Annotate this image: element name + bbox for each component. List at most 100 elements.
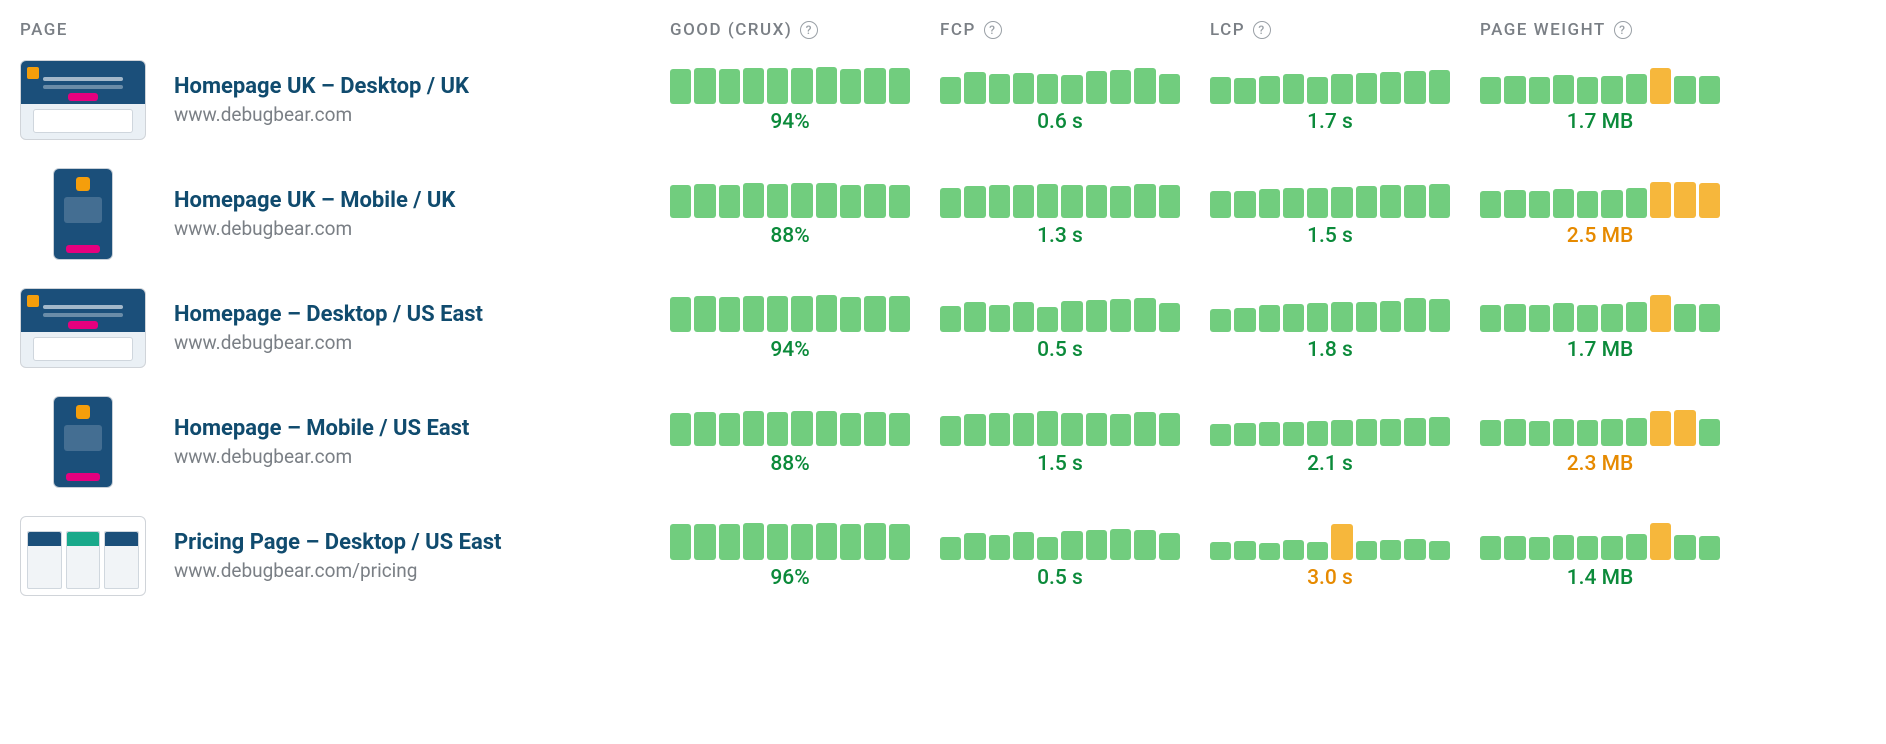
metric-cell[interactable]: 2.1 s [1210, 408, 1450, 476]
table-row: Pricing Page – Desktop / US East www.deb… [20, 516, 1866, 596]
spark-bar [1577, 191, 1598, 218]
sparkline [940, 180, 1180, 218]
page-cell[interactable]: Homepage UK – Desktop / UK www.debugbear… [20, 60, 640, 140]
spark-bar [1159, 185, 1180, 218]
spark-bar [743, 68, 764, 104]
spark-bar [1234, 191, 1255, 218]
spark-bar [816, 295, 837, 332]
sparkline [940, 66, 1180, 104]
metric-cell[interactable]: 1.7 MB [1480, 294, 1720, 362]
page-title[interactable]: Homepage – Mobile / US East [174, 416, 469, 441]
spark-bar [1307, 542, 1328, 560]
spark-bar [1480, 420, 1501, 446]
page-title[interactable]: Homepage – Desktop / US East [174, 302, 483, 327]
metric-cell[interactable]: 94% [670, 66, 910, 134]
page-cell[interactable]: Pricing Page – Desktop / US East www.deb… [20, 516, 640, 596]
metric-value: 94% [770, 110, 809, 134]
page-cell[interactable]: Homepage – Mobile / US East www.debugbea… [20, 402, 640, 482]
spark-bar [670, 69, 691, 104]
metric-cell[interactable]: 1.8 s [1210, 294, 1450, 362]
spark-bar [1210, 191, 1231, 218]
metric-cell[interactable]: 1.3 s [940, 180, 1180, 248]
spark-bar [1480, 305, 1501, 332]
page-thumbnail[interactable] [20, 174, 146, 254]
metric-value: 1.4 MB [1567, 566, 1634, 590]
help-icon[interactable]: ? [1614, 21, 1632, 39]
spark-bar [1134, 530, 1155, 560]
spark-bar [889, 185, 910, 218]
spark-bar [1159, 303, 1180, 332]
page-thumbnail[interactable] [20, 516, 146, 596]
spark-bar [1283, 188, 1304, 218]
spark-bar [694, 296, 715, 332]
spark-bar [1650, 182, 1671, 218]
page-thumbnail[interactable] [20, 288, 146, 368]
metric-cell[interactable]: 88% [670, 408, 910, 476]
page-title[interactable]: Pricing Page – Desktop / US East [174, 530, 502, 555]
sparkline [1480, 294, 1720, 332]
spark-bar [1134, 298, 1155, 332]
metric-cell[interactable]: 3.0 s [1210, 522, 1450, 590]
spark-bar [964, 186, 985, 218]
metric-cell[interactable]: 0.6 s [940, 66, 1180, 134]
spark-bar [1037, 537, 1058, 560]
spark-bar [1650, 411, 1671, 446]
spark-bar [767, 524, 788, 560]
metric-cell[interactable]: 96% [670, 522, 910, 590]
metric-cell[interactable]: 88% [670, 180, 910, 248]
spark-bar [1529, 191, 1550, 218]
spark-bar [791, 411, 812, 446]
spark-bar [1061, 301, 1082, 332]
spark-bar [1210, 542, 1231, 560]
metric-cell[interactable]: 2.3 MB [1480, 408, 1720, 476]
spark-bar [1331, 302, 1352, 332]
metric-cell[interactable]: 1.5 s [1210, 180, 1450, 248]
spark-bar [1331, 187, 1352, 218]
sparkline [1480, 522, 1720, 560]
spark-bar [1061, 531, 1082, 560]
page-url: www.debugbear.com [174, 217, 455, 240]
spark-bar [964, 533, 985, 560]
spark-bar [1529, 77, 1550, 104]
spark-bar [1086, 413, 1107, 446]
help-icon[interactable]: ? [800, 21, 818, 39]
spark-bar [1553, 75, 1574, 104]
spark-bar [1553, 189, 1574, 218]
page-cell[interactable]: Homepage – Desktop / US East www.debugbe… [20, 288, 640, 368]
page-thumbnail[interactable] [20, 402, 146, 482]
spark-bar [1013, 73, 1034, 104]
spark-bar [1404, 298, 1425, 332]
spark-bar [816, 411, 837, 446]
metric-cell[interactable]: 1.5 s [940, 408, 1180, 476]
metric-value: 88% [770, 452, 809, 476]
sparkline [1210, 408, 1450, 446]
page-title[interactable]: Homepage UK – Mobile / UK [174, 188, 455, 213]
spark-bar [1234, 541, 1255, 560]
table-row: Homepage UK – Mobile / UK www.debugbear.… [20, 174, 1866, 254]
metric-cell[interactable]: 94% [670, 294, 910, 362]
spark-bar [1356, 302, 1377, 332]
metric-cell[interactable]: 1.7 s [1210, 66, 1450, 134]
metric-cell[interactable]: 1.4 MB [1480, 522, 1720, 590]
spark-bar [1626, 188, 1647, 218]
header-lcp: LCP ? [1210, 20, 1450, 40]
spark-bar [1013, 302, 1034, 332]
metric-value: 94% [770, 338, 809, 362]
spark-bar [1159, 413, 1180, 446]
metric-value: 1.8 s [1307, 338, 1353, 362]
metric-cell[interactable]: 1.7 MB [1480, 66, 1720, 134]
metric-cell[interactable]: 2.5 MB [1480, 180, 1720, 248]
page-title[interactable]: Homepage UK – Desktop / UK [174, 74, 469, 99]
metric-cell[interactable]: 0.5 s [940, 522, 1180, 590]
help-icon[interactable]: ? [1253, 21, 1271, 39]
help-icon[interactable]: ? [984, 21, 1002, 39]
metric-cell[interactable]: 0.5 s [940, 294, 1180, 362]
spark-bar [1699, 183, 1720, 218]
spark-bar [1134, 412, 1155, 446]
spark-bar [1037, 74, 1058, 104]
page-cell[interactable]: Homepage UK – Mobile / UK www.debugbear.… [20, 174, 640, 254]
spark-bar [1210, 77, 1231, 104]
page-thumbnail[interactable] [20, 60, 146, 140]
spark-bar [1037, 184, 1058, 218]
spark-bar [940, 188, 961, 218]
